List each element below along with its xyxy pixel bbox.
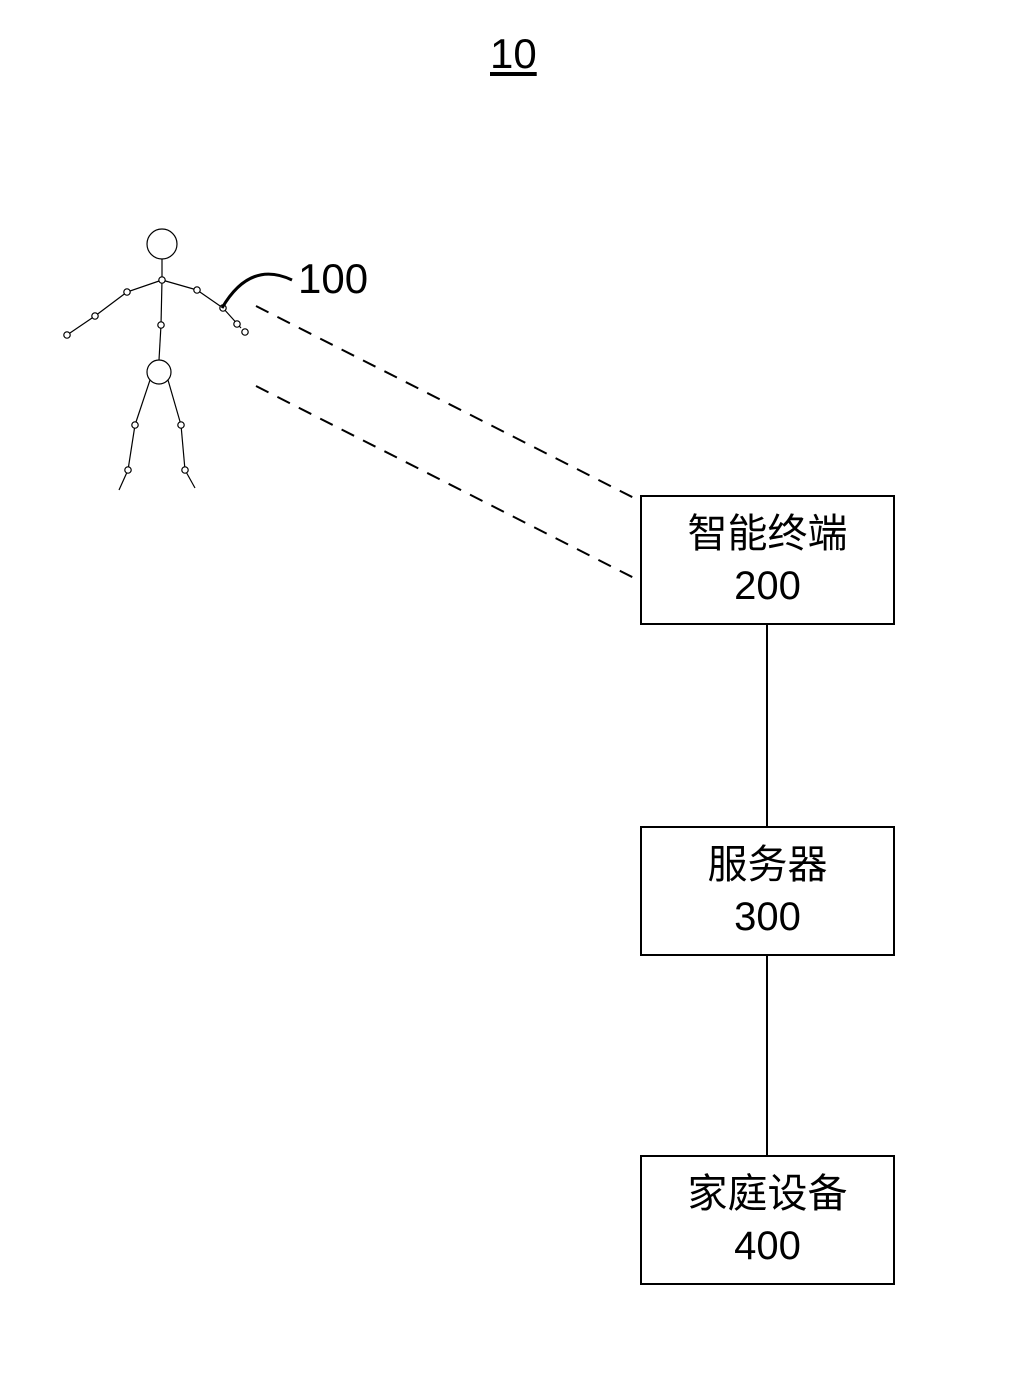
stick-figure — [85, 230, 385, 550]
box-terminal: 智能终端 200 — [640, 495, 895, 625]
figure-title: 10 — [490, 30, 537, 78]
box-terminal-label: 智能终端 — [688, 508, 848, 560]
box-home: 家庭设备 400 — [640, 1155, 895, 1285]
box-terminal-num: 200 — [734, 560, 801, 612]
box-server-label: 服务器 — [708, 839, 828, 891]
box-home-num: 400 — [734, 1220, 801, 1272]
box-server: 服务器 300 — [640, 826, 895, 956]
box-server-num: 300 — [734, 891, 801, 943]
box-home-label: 家庭设备 — [688, 1168, 848, 1220]
